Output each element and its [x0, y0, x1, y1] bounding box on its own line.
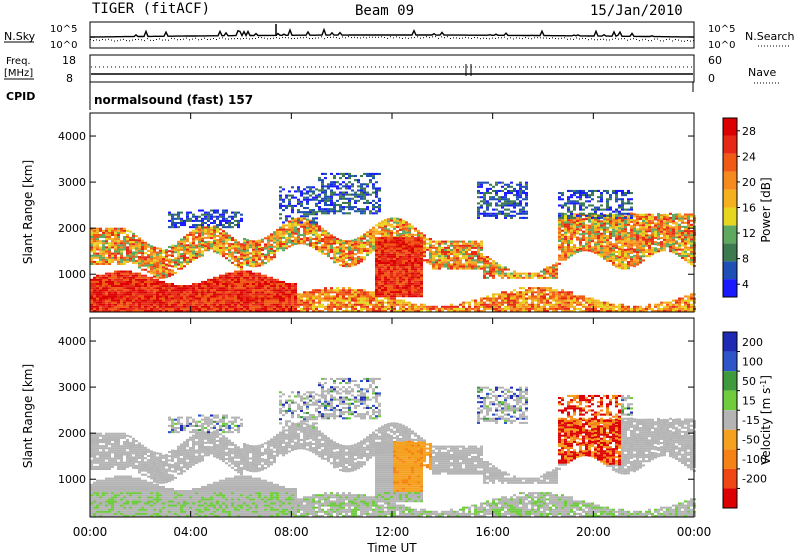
velocity-colorbar: 200 100 50 15 -15 -50 -100 -200 [722, 331, 767, 509]
power-cbar-tick-1: 8 [742, 253, 749, 266]
nsky-panel: N.Sky 10^5 10^0 10^5 10^0 N.Search [4, 21, 795, 51]
freq-label: Freq. [6, 56, 31, 67]
velocity-cbar-tick-0: 200 [742, 336, 763, 349]
power-cbar-tick-3: 16 [742, 202, 756, 215]
nsearch-tick-low: 10^0 [708, 40, 735, 51]
velocity-cbar-tick-1: 100 [742, 355, 763, 368]
power-ytick-0: 1000 [58, 268, 86, 281]
x-tick-1: 04:00 [173, 525, 208, 539]
nave-tick-high: 60 [708, 54, 722, 67]
power-cbar-tick-2: 12 [742, 227, 756, 240]
x-axis-label: Time UT [366, 541, 417, 554]
beam-title: Beam 09 [355, 3, 414, 19]
velocity-ytick-0: 1000 [58, 473, 86, 486]
power-colorbar-label: Power [dB] [759, 177, 773, 242]
x-tick-6: 00:00 [677, 525, 712, 539]
velocity-cbar-tick-7: -200 [742, 473, 767, 486]
nsky-tick-low: 10^0 [50, 40, 77, 51]
power-ytick-1: 2000 [58, 222, 86, 235]
power-colorbar: 4 8 12 16 20 24 28 [722, 117, 756, 298]
x-axis: 00:00 04:00 08:00 12:00 16:00 20:00 00:00 [73, 113, 712, 539]
nsky-tick-high: 10^5 [50, 24, 77, 35]
power-cbar-tick-6: 28 [742, 125, 756, 138]
x-tick-5: 20:00 [576, 525, 611, 539]
cpid-label: CPID [6, 90, 35, 103]
power-cbar-tick-5: 24 [742, 150, 756, 163]
date-title: 15/Jan/2010 [590, 3, 683, 19]
nsearch-trace [90, 24, 694, 42]
nsearch-tick-high: 10^5 [708, 24, 735, 35]
nsearch-label: N.Search [745, 30, 795, 43]
velocity-cbar-tick-5: -50 [742, 434, 760, 447]
freq-unit: [MHz] [4, 68, 33, 79]
x-tick-3: 12:00 [375, 525, 410, 539]
velocity-cbar-tick-2: 50 [742, 375, 756, 388]
velocity-cbar-tick-6: -100 [742, 453, 767, 466]
x-tick-2: 08:00 [274, 525, 309, 539]
velocity-ytick-2: 3000 [58, 381, 86, 394]
freq-tick-high: 18 [62, 54, 76, 67]
power-ylabel: Slant Range [km] [21, 160, 35, 264]
power-ytick-2: 3000 [58, 176, 86, 189]
cpid-value: normalsound (fast) 157 [94, 93, 253, 107]
x-tick-4: 16:00 [475, 525, 510, 539]
cpid-panel: CPID normalsound (fast) 157 [6, 82, 694, 110]
velocity-ytick-3: 4000 [58, 335, 86, 348]
power-ytick-3: 4000 [58, 130, 86, 143]
power-cbar-tick-0: 4 [742, 278, 749, 291]
velocity-colorbar-label: Velocity [m s-1] [759, 375, 773, 465]
nave-tick-low: 0 [708, 72, 715, 85]
nsky-trace [90, 27, 694, 38]
power-cbar-tick-4: 20 [742, 176, 756, 189]
velocity-panel: 1000 2000 3000 4000 Slant Range [km] 200 100… [21, 317, 773, 518]
freq-tick-low: 8 [66, 72, 73, 85]
nsky-label: N.Sky [4, 30, 36, 43]
power-panel: 1000 2000 3000 4000 Slant Range [km] 4 8 12 16… [21, 112, 773, 313]
x-tick-0: 00:00 [73, 525, 108, 539]
velocity-heatmap [90, 377, 696, 517]
nave-label: Nave [748, 66, 776, 79]
power-heatmap [90, 172, 696, 312]
velocity-ylabel: Slant Range [km] [21, 364, 35, 468]
velocity-cbar-tick-4: -15 [742, 414, 760, 427]
velocity-cbar-tick-3: 15 [742, 394, 756, 407]
station-title: TIGER (fitACF) [92, 1, 210, 17]
velocity-ytick-1: 2000 [58, 427, 86, 440]
freq-panel: Freq. [MHz] 18 8 60 0 Nave [4, 54, 780, 85]
